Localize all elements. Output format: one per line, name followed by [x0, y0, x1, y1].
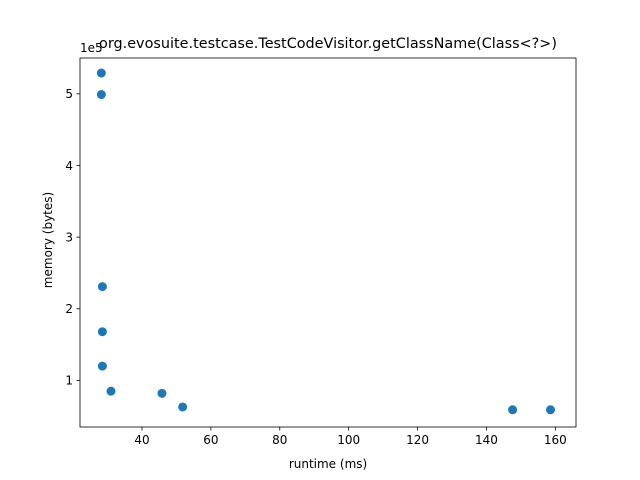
data-point: [106, 386, 116, 396]
x-tick-label: 160: [544, 433, 567, 447]
data-point: [97, 327, 107, 337]
y-axis-label: memory (bytes): [41, 192, 55, 288]
data-point: [157, 388, 167, 398]
data-point: [96, 68, 106, 78]
x-tick-label: 40: [134, 433, 149, 447]
y-tick-label: 3: [65, 230, 73, 244]
y-axis: 1 2 3 4 5: [65, 87, 80, 388]
y-axis-offset-label: 1e5: [80, 41, 103, 55]
data-point: [96, 90, 106, 100]
data-point: [97, 361, 107, 371]
data-point: [546, 405, 556, 415]
data-point: [97, 282, 107, 292]
x-tick-label: 120: [406, 433, 429, 447]
chart-title: org.evosuite.testcase.TestCodeVisitor.ge…: [99, 36, 557, 52]
data-point: [178, 402, 188, 412]
x-tick-label: 140: [475, 433, 498, 447]
plot-frame: [79, 57, 577, 428]
data-points: [96, 68, 556, 415]
x-axis: 40 60 80 100 120 140 160: [134, 427, 567, 447]
y-tick-label: 2: [65, 302, 73, 316]
x-tick-label: 60: [203, 433, 218, 447]
x-axis-label: runtime (ms): [289, 457, 367, 471]
x-tick-label: 80: [272, 433, 287, 447]
x-tick-label: 100: [337, 433, 360, 447]
plot-area: [79, 57, 577, 428]
y-tick-label: 4: [65, 159, 73, 173]
data-point: [508, 405, 518, 415]
y-tick-label: 1: [65, 374, 73, 388]
y-tick-label: 5: [65, 87, 73, 101]
